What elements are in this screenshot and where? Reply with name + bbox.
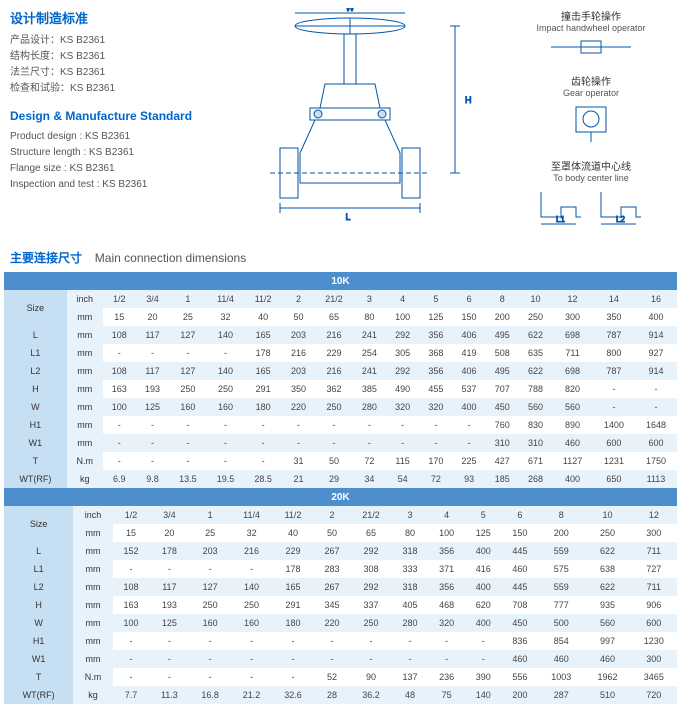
valve-diagram: L W H [240, 8, 500, 228]
row-label: W [4, 398, 67, 416]
gear-icon [561, 102, 621, 142]
tables-container: 10KSizeinch1/23/4111/411/2221/2345681012… [0, 272, 681, 704]
table-title: 10K [4, 272, 677, 290]
impact-icon [546, 37, 636, 57]
body-centerline: 至罩体流道中心线 To body center line L1 L2 [511, 158, 671, 233]
row-label: H [4, 380, 67, 398]
row-label: WT(RF) [4, 470, 67, 488]
row-label: T [4, 452, 67, 470]
row-label: H1 [4, 632, 73, 650]
heading-en: Design & Manufacture Standard [10, 109, 210, 123]
section-title: 主要连接尺寸 Main connection dimensions [0, 243, 681, 272]
top-section: 设计制造标准 产品设计：KS B2361 结构长度：KS B2361 法兰尺寸：… [0, 0, 681, 243]
gear-operator: 齿轮操作 Gear operator [511, 73, 671, 148]
row-label: L1 [4, 560, 73, 578]
svg-text:H: H [465, 95, 472, 105]
dimension-table-20K: 20KSizeinch1/23/4111/411/2221/2345681012… [4, 488, 677, 704]
svg-text:L: L [345, 212, 350, 222]
row-label: W1 [4, 650, 73, 668]
row-label: WT(RF) [4, 686, 73, 704]
row-label: L1 [4, 344, 67, 362]
standards-block: 设计制造标准 产品设计：KS B2361 结构长度：KS B2361 法兰尺寸：… [10, 8, 210, 228]
impact-operator: 撞击手轮操作 Impact handwheel operator [511, 8, 671, 63]
svg-text:L2: L2 [616, 215, 625, 224]
row-label: L [4, 326, 67, 344]
row-label: L2 [4, 362, 67, 380]
row-label: H [4, 596, 73, 614]
specs-cn: 产品设计：KS B2361 结构长度：KS B2361 法兰尺寸：KS B236… [10, 33, 210, 97]
specs-en: Product design : KS B2361 Structure leng… [10, 129, 210, 193]
heading-cn: 设计制造标准 [10, 8, 210, 27]
svg-text:W: W [346, 8, 355, 13]
row-label: W [4, 614, 73, 632]
row-label: T [4, 668, 73, 686]
row-label: W1 [4, 434, 67, 452]
diagram-area: L W H 撞击手轮操作 Impact handwheel operator [230, 8, 671, 228]
row-label: H1 [4, 416, 67, 434]
svg-text:L1: L1 [556, 215, 565, 224]
size-label: Size [4, 506, 73, 542]
dimension-table-10K: 10KSizeinch1/23/4111/411/2221/2345681012… [4, 272, 677, 488]
operators-panel: 撞击手轮操作 Impact handwheel operator 齿轮操作 Ge… [511, 8, 671, 243]
size-label: Size [4, 290, 67, 326]
row-label: L2 [4, 578, 73, 596]
flange-profile-icon: L1 L2 [531, 187, 651, 227]
table-title: 20K [4, 488, 677, 506]
row-label: L [4, 542, 73, 560]
